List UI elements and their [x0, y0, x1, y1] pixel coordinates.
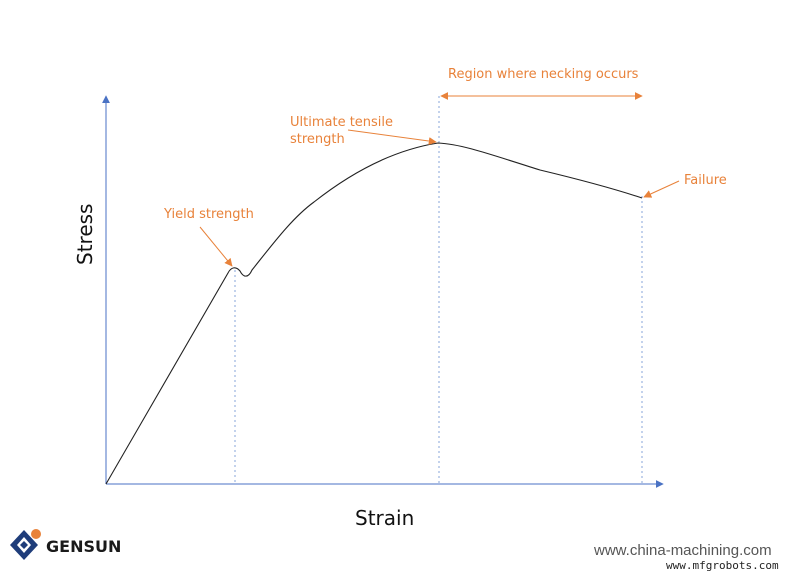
watermark-small: www.mfgrobots.com [666, 559, 779, 572]
gensun-logo-text: GENSUN [46, 537, 121, 556]
yield-strength-arrow [199, 226, 233, 267]
stress-strain-curve [105, 142, 643, 485]
y-axis-label: Stress [73, 204, 97, 265]
x-axis-label: Strain [355, 506, 414, 530]
gensun-logo: GENSUN [10, 529, 121, 560]
failure-label: Failure [684, 173, 727, 188]
uts-label-line1: Ultimate tensile [290, 115, 393, 130]
necking-region-label: Region where necking occurs [448, 67, 639, 82]
uts-label-line2: strength [290, 132, 345, 147]
failure-arrow [643, 180, 680, 198]
uts-arrow [347, 129, 437, 145]
gensun-logo-mark [10, 529, 41, 560]
watermark-site: www.china-machining.com [594, 542, 772, 559]
yield-strength-label: Yield strength [163, 207, 254, 222]
